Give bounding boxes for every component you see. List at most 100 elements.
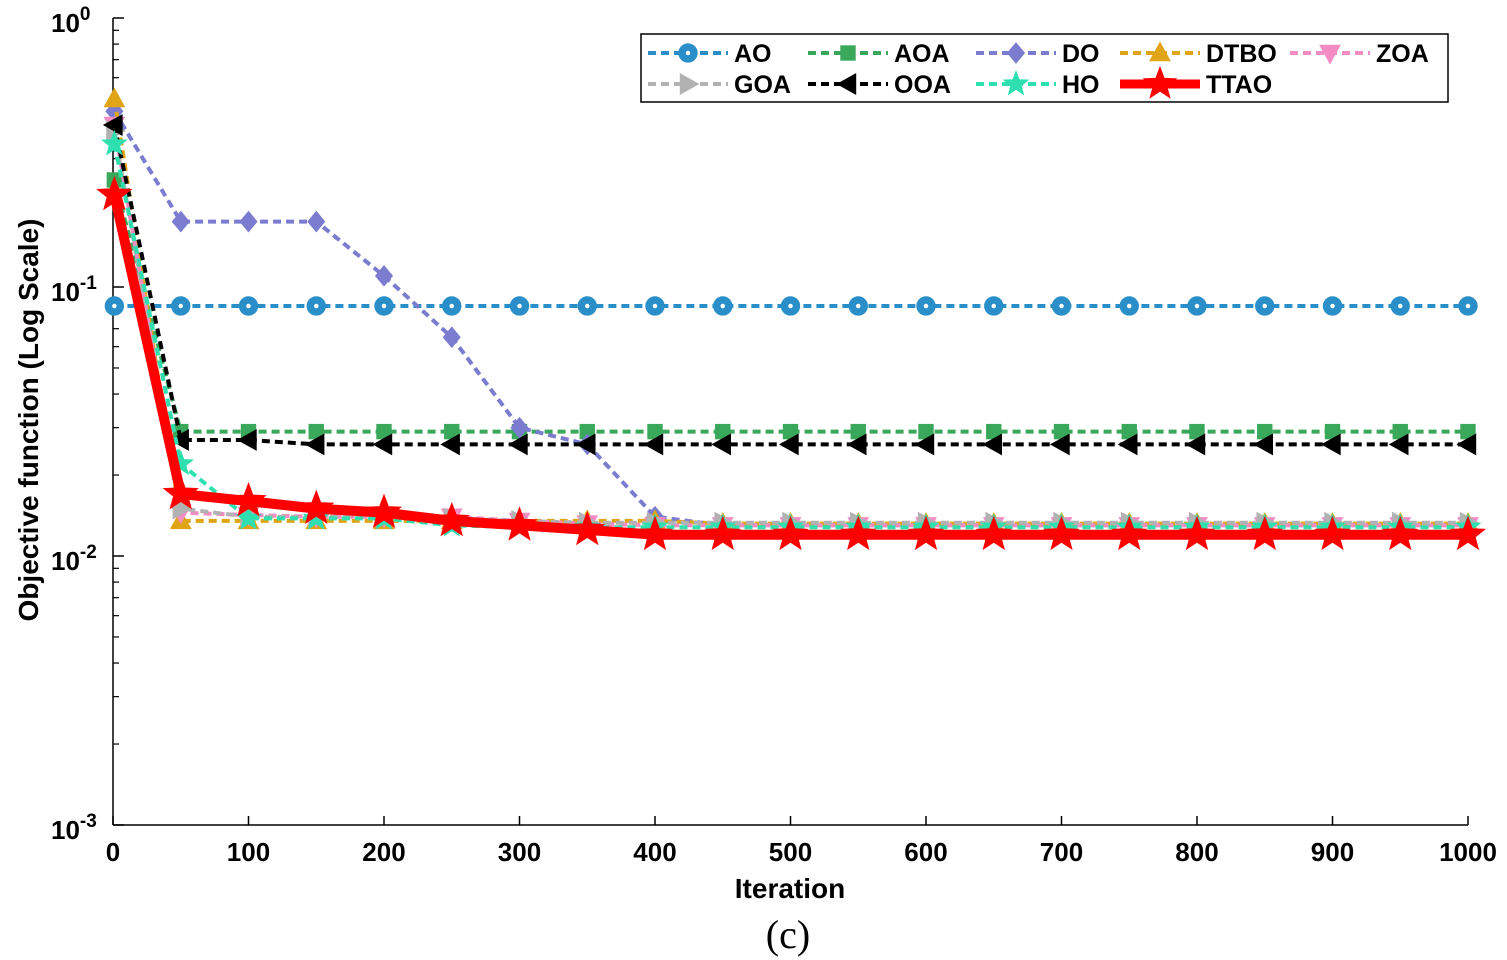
legend-marker-dtbo: [1149, 41, 1171, 62]
point-ao-center: [1398, 303, 1403, 309]
point-ttao: [1449, 515, 1487, 551]
series-ooa: [102, 114, 1477, 456]
legend-entry-ho: HO: [976, 69, 1100, 99]
point-ooa: [1320, 433, 1341, 456]
point-ao-center: [991, 303, 996, 309]
legend-marker-zoa: [1319, 44, 1341, 65]
point-aoa: [444, 423, 460, 440]
series-do: [105, 100, 1478, 537]
point-ttao: [1111, 515, 1148, 551]
point-ooa: [1049, 433, 1070, 456]
x-tick-label: 500: [769, 837, 812, 867]
legend-entry-dtbo: DTBO: [1120, 40, 1277, 68]
point-aoa: [918, 423, 934, 440]
y-tick-label: 10-1: [51, 273, 97, 307]
series-ttao: [96, 175, 1487, 551]
legend-label-ttao: TTAO: [1206, 71, 1272, 99]
legend-box: [640, 33, 1449, 103]
series-line-goa: [112, 130, 1468, 525]
y-tick-label: 10-2: [51, 542, 97, 576]
x-tick-label: 100: [227, 837, 270, 867]
legend-marker-aoa: [840, 45, 856, 61]
point-ooa: [102, 114, 123, 136]
point-ttao: [1246, 515, 1283, 551]
point-ao-center: [923, 303, 929, 309]
series-layer: [96, 87, 1487, 551]
point-ooa: [1388, 433, 1409, 456]
point-ao-center: [449, 303, 454, 309]
legend-entry-aoa: AOA: [808, 40, 950, 68]
series-aoa: [106, 172, 1476, 440]
legend-label-aoa: AOA: [894, 40, 950, 68]
legend-marker-ao-center: [685, 50, 691, 56]
point-ooa: [846, 433, 867, 456]
x-axis-label: Iteration: [735, 873, 845, 904]
x-tick-label: 0: [106, 837, 120, 867]
point-do: [510, 416, 529, 439]
legend-entry-ttao: TTAO: [1120, 65, 1272, 99]
point-do: [374, 265, 394, 287]
series-line-ooa: [112, 124, 1468, 447]
point-ao-center: [517, 303, 522, 309]
legend-entry-ao: AO: [648, 40, 772, 68]
point-ao-center: [1262, 303, 1267, 309]
point-ao-center: [112, 303, 117, 309]
legend-marker-ho: [1002, 69, 1030, 96]
point-aoa: [1121, 423, 1137, 440]
point-ooa: [1185, 433, 1206, 456]
y-tick-label: 10-3: [51, 811, 97, 845]
point-ttao: [907, 515, 945, 551]
x-tick-label: 400: [633, 837, 676, 867]
x-tick-label: 300: [498, 837, 541, 867]
point-ttao: [298, 489, 335, 524]
point-aoa: [1392, 423, 1408, 440]
series-line-ho: [112, 143, 1468, 530]
point-ao-center: [585, 303, 590, 309]
point-ao-center: [856, 303, 861, 309]
point-aoa: [1257, 423, 1273, 440]
point-ao-center: [246, 303, 251, 309]
legend-label-dtbo: DTBO: [1206, 40, 1277, 68]
point-ttao: [1043, 515, 1080, 551]
legend-marker-ttao: [1142, 65, 1178, 99]
point-aoa: [715, 423, 731, 440]
point-ooa: [643, 433, 664, 456]
point-ao-center: [1059, 303, 1064, 309]
point-ao-center: [1194, 303, 1200, 309]
point-ttao: [230, 482, 267, 517]
point-ttao: [1382, 515, 1419, 551]
legend-label-ooa: OOA: [894, 71, 951, 99]
point-ttao: [636, 515, 674, 551]
point-ao-center: [788, 303, 793, 309]
legend-marker-do: [1006, 42, 1026, 64]
x-tick-label: 600: [904, 837, 947, 867]
axes-layer: 0 100 200 300 400 500 600 700 800 900 1000 100 10-1 1…: [51, 4, 1497, 867]
legend-entry-zoa: ZOA: [1290, 40, 1429, 68]
point-ttao: [162, 474, 199, 510]
point-ao-center: [652, 303, 658, 309]
legend-marker-goa: [679, 73, 700, 95]
legend-label-ho: HO: [1062, 71, 1100, 99]
legend-entry-goa: GOA: [648, 71, 791, 99]
series-goa: [106, 120, 1480, 534]
point-aoa: [647, 423, 663, 440]
point-ooa: [575, 433, 596, 456]
point-dtbo: [103, 87, 126, 108]
legend-entry-do: DO: [976, 40, 1100, 68]
point-do: [307, 210, 326, 233]
legend-label-goa: GOA: [734, 71, 791, 99]
point-aoa: [376, 423, 392, 440]
point-aoa: [308, 423, 324, 440]
point-ttao: [1314, 515, 1351, 551]
legend-label-ao: AO: [734, 40, 772, 68]
point-do: [442, 326, 461, 349]
y-axis-label: Objective function (Log Scale): [13, 219, 44, 622]
point-aoa: [1189, 423, 1205, 440]
point-ho: [302, 504, 330, 530]
point-ttao: [975, 515, 1012, 551]
point-ttao: [1178, 515, 1216, 551]
point-ao-center: [1465, 303, 1471, 309]
legend: AO AOA DO DTBO ZOA GOA OOA HO TTAO: [640, 33, 1449, 103]
